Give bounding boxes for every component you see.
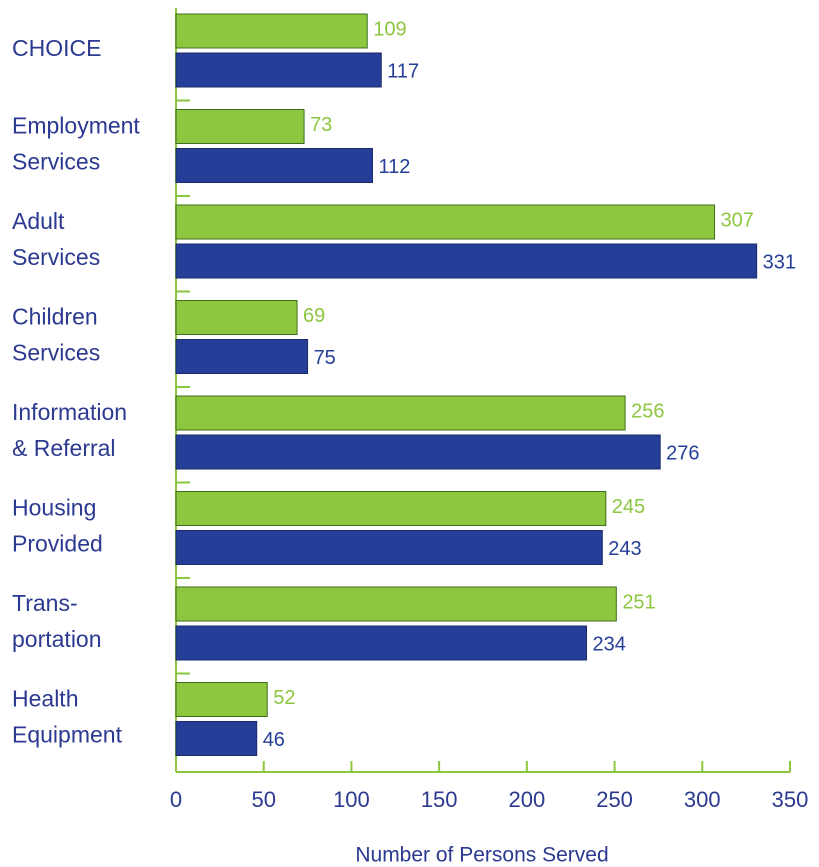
x-tick-label: 200 — [508, 787, 545, 812]
bar — [175, 625, 588, 661]
x-tick-label: 100 — [333, 787, 370, 812]
x-tick-label: 150 — [421, 787, 458, 812]
x-tick-label: 0 — [170, 787, 182, 812]
value-label: 75 — [314, 347, 336, 369]
category-label: CHOICE — [12, 35, 101, 61]
value-label: 245 — [612, 496, 645, 518]
bar — [175, 243, 758, 279]
x-axis-title: Number of Persons Served — [355, 844, 608, 867]
bar — [175, 339, 309, 374]
value-label: 251 — [622, 591, 655, 613]
value-label: 73 — [310, 114, 332, 136]
bar — [175, 204, 716, 240]
bar — [175, 148, 373, 183]
category-label: Information & Referral — [12, 399, 127, 461]
bar — [175, 300, 298, 335]
value-label: 117 — [387, 60, 419, 82]
x-tick-label: 50 — [251, 787, 275, 812]
value-label: 243 — [608, 538, 641, 560]
value-label: 234 — [593, 633, 626, 655]
bar — [175, 721, 258, 756]
category-label: Employment Services — [12, 113, 140, 175]
value-label: 52 — [273, 687, 295, 709]
category-label: Housing Provided — [12, 495, 103, 557]
value-label: 256 — [631, 400, 664, 422]
value-label: 69 — [303, 305, 325, 327]
bar — [175, 109, 305, 144]
x-tick-label: 300 — [684, 787, 721, 812]
bar — [175, 52, 382, 88]
category-label: Trans-portation — [12, 590, 102, 652]
bar — [175, 434, 661, 470]
x-tick-label: 350 — [772, 787, 809, 812]
value-label: 46 — [263, 729, 285, 751]
value-label: 307 — [721, 209, 754, 231]
value-label: 112 — [378, 156, 410, 178]
bar — [175, 491, 607, 526]
category-label: Adult Services — [12, 208, 100, 270]
x-tick-label: 250 — [596, 787, 633, 812]
bar — [175, 586, 617, 622]
bar — [175, 395, 626, 431]
bar — [175, 13, 368, 49]
value-label: 276 — [666, 442, 699, 464]
bar — [175, 530, 603, 565]
value-label: 109 — [373, 18, 406, 40]
category-label: Children Services — [12, 304, 100, 366]
value-label: 331 — [763, 251, 796, 273]
category-label: Health Equipment — [12, 686, 123, 748]
bar — [175, 682, 268, 717]
